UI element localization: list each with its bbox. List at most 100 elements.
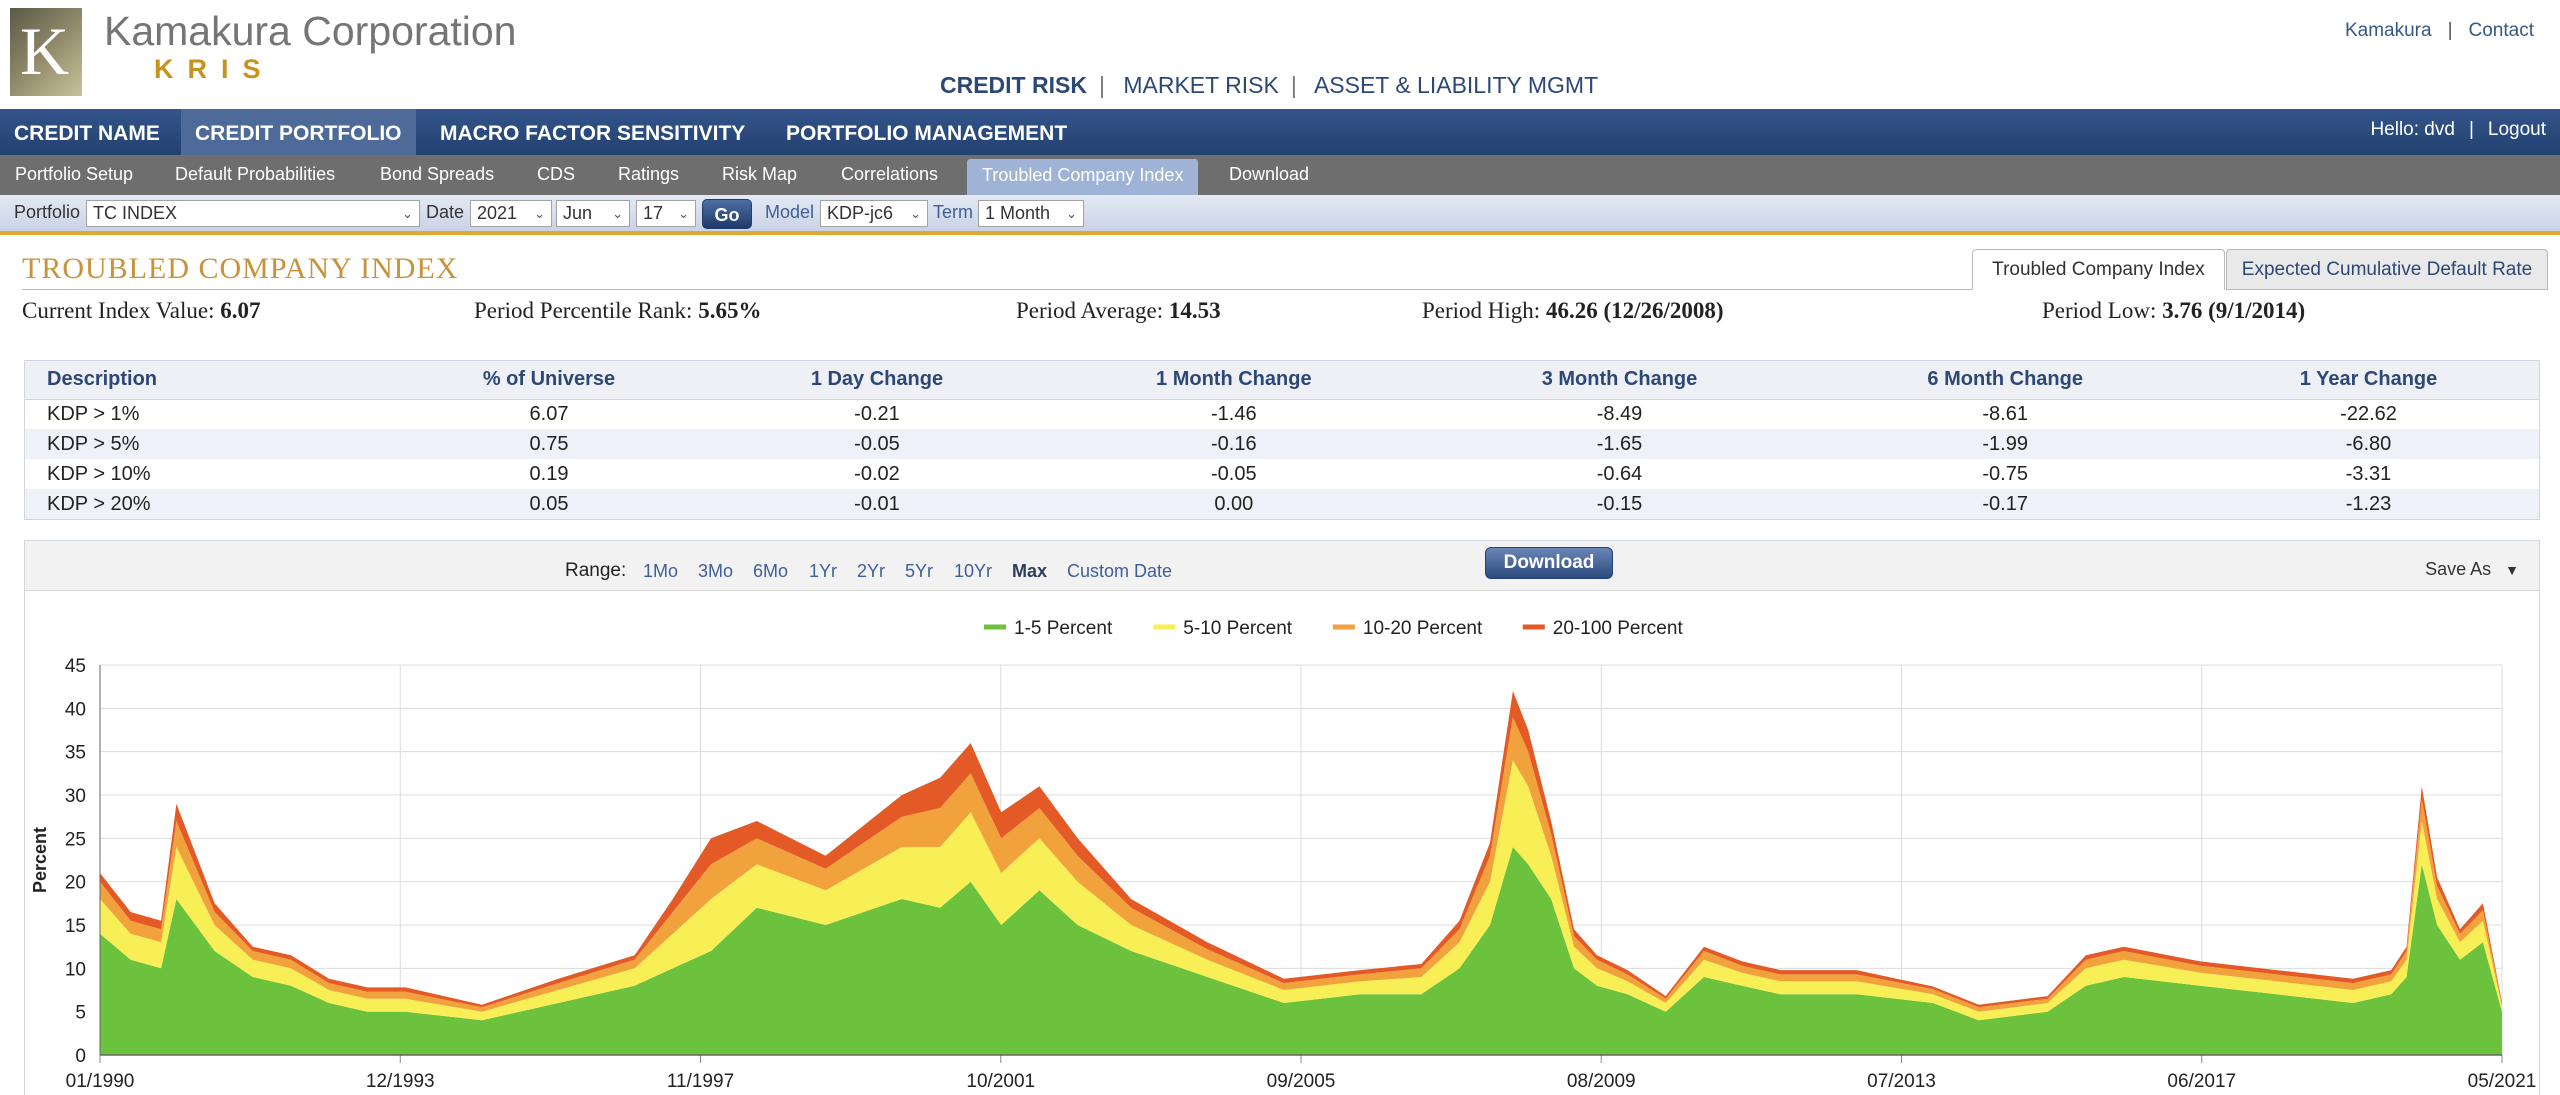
y-tick-label: 20: [65, 873, 86, 894]
go-button[interactable]: Go: [702, 199, 752, 229]
subnav-portfolio-setup[interactable]: Portfolio Setup: [15, 164, 134, 184]
table-cell: -0.02: [854, 462, 900, 485]
range-5yr[interactable]: 5Yr: [905, 561, 934, 581]
y-tick-label: 0: [75, 1046, 86, 1067]
subnav-download[interactable]: Download: [1229, 164, 1310, 184]
product-credit-risk[interactable]: CREDIT RISK: [940, 72, 1087, 98]
title-divider: [22, 289, 1972, 290]
download-button[interactable]: Download: [1485, 547, 1613, 579]
day-select[interactable]: 17 ⌄: [636, 200, 696, 227]
range-2yr[interactable]: 2Yr: [857, 561, 886, 581]
x-tick-label: 07/2013: [1867, 1071, 1936, 1092]
col-6month-change: 6 Month Change: [1812, 361, 2199, 400]
main-nav-macro-factor-sensitivity[interactable]: MACRO FACTOR SENSITIVITY: [440, 122, 746, 145]
y-axis-label: Percent: [30, 827, 50, 893]
table-row: KDP > 10% 0.19 -0.02 -0.05 -0.64 -0.75 -…: [25, 459, 2539, 489]
legend-label: 20-100 Percent: [1553, 618, 1684, 639]
logout-link[interactable]: Logout: [2487, 119, 2546, 140]
sub-nav: Portfolio Setup Default Probabilities Bo…: [0, 155, 2560, 195]
chevron-down-icon: ⌄: [1066, 206, 1077, 221]
y-tick-label: 30: [65, 786, 86, 807]
x-tick-label: 11/1997: [667, 1071, 734, 1092]
model-label: Model: [765, 202, 815, 222]
table-row: KDP > 5% 0.75 -0.05 -0.16 -1.65 -1.99 -6…: [25, 429, 2539, 459]
range-1mo[interactable]: 1Mo: [643, 561, 679, 581]
x-tick-label: 06/2017: [2167, 1071, 2236, 1092]
save-as-menu[interactable]: Save As ▼: [2425, 559, 2519, 579]
col-1month-change: 1 Month Change: [1040, 361, 1427, 400]
chevron-down-icon: ⌄: [534, 206, 545, 221]
main-nav-credit-name[interactable]: CREDIT NAME: [14, 122, 160, 145]
table-cell: -22.62: [2340, 402, 2397, 425]
top-links: Kamakura | Contact: [2344, 20, 2534, 41]
chevron-down-icon: ⌄: [612, 206, 623, 221]
stat-current-index-value: Current Index Value: 6.07: [22, 298, 261, 323]
chevron-down-icon: ⌄: [910, 206, 921, 221]
month-select[interactable]: Jun ⌄: [556, 200, 630, 227]
range-1yr[interactable]: 1Yr: [809, 561, 838, 581]
table-cell: -1.46: [1210, 402, 1257, 425]
subnav-default-probabilities[interactable]: Default Probabilities: [175, 164, 336, 184]
range-10yr[interactable]: 10Yr: [954, 561, 993, 581]
table-cell: -1.65: [1426, 429, 1813, 459]
table-cell: KDP > 10%: [47, 462, 151, 485]
chart-panel: Range: 1Mo 3Mo 6Mo 1Yr 2Yr 5Yr 10Yr Max …: [24, 540, 2540, 1095]
legend-label: 10-20 Percent: [1363, 618, 1483, 639]
subnav-troubled-company-index[interactable]: Troubled Company Index: [967, 159, 1199, 195]
subnav-ratings[interactable]: Ratings: [618, 164, 680, 184]
main-nav-portfolio-management[interactable]: PORTFOLIO MANAGEMENT: [786, 122, 1068, 145]
term-select[interactable]: 1 Month ⌄: [978, 200, 1084, 227]
user-greeting: Hello: dvd: [2370, 119, 2455, 140]
subnav-bond-spreads[interactable]: Bond Spreads: [380, 164, 495, 184]
x-tick-label: 05/2021: [2468, 1071, 2537, 1092]
col-1day-change: 1 Day Change: [712, 361, 1041, 400]
series-area-1: [100, 847, 2502, 1055]
y-tick-label: 45: [65, 656, 86, 677]
subnav-correlations[interactable]: Correlations: [841, 164, 939, 184]
subnav-risk-map[interactable]: Risk Map: [722, 164, 798, 184]
y-tick-label: 25: [65, 829, 86, 850]
range-max[interactable]: Max: [1012, 561, 1048, 581]
col-description: Description: [25, 361, 385, 400]
main-nav-credit-portfolio[interactable]: CREDIT PORTFOLIO: [181, 109, 416, 155]
contact-link[interactable]: Contact: [2468, 20, 2534, 41]
subnav-cds[interactable]: CDS: [537, 164, 576, 184]
portfolio-select[interactable]: TC INDEX ⌄: [86, 200, 420, 227]
caret-down-icon: ▼: [2505, 562, 2519, 578]
chevron-down-icon: ⌄: [402, 206, 413, 221]
table-header-row: Description % of Universe 1 Day Change 1…: [25, 361, 2539, 400]
stat-period-low: Period Low: 3.76 (9/1/2014): [2042, 298, 2306, 323]
table-cell: -0.64: [1596, 462, 1643, 485]
kamakura-link[interactable]: Kamakura: [2344, 20, 2432, 41]
product-alm[interactable]: ASSET & LIABILITY MGMT: [1313, 72, 1599, 98]
range-label: Range:: [565, 560, 627, 581]
legend-label: 1-5 Percent: [1014, 618, 1113, 639]
change-table: Description % of Universe 1 Day Change 1…: [24, 360, 2540, 520]
range-3mo[interactable]: 3Mo: [698, 561, 734, 581]
table-cell: -0.05: [1210, 462, 1257, 485]
x-tick-label: 12/1993: [366, 1071, 435, 1092]
y-tick-label: 35: [65, 743, 86, 764]
x-tick-label: 09/2005: [1267, 1071, 1336, 1092]
model-select[interactable]: KDP-jc6 ⌄: [820, 200, 928, 227]
series-area-2: [100, 760, 2502, 1021]
col-1year-change: 1 Year Change: [2198, 361, 2539, 400]
y-tick-label: 10: [65, 959, 86, 980]
table-cell: -0.05: [712, 429, 1041, 459]
page-title: TROUBLED COMPANY INDEX: [22, 252, 459, 285]
table-cell: KDP > 20%: [25, 489, 385, 519]
term-label: Term: [933, 202, 973, 222]
main-nav: CREDIT NAME CREDIT PORTFOLIO MACRO FACTO…: [0, 109, 2560, 155]
col-pct-universe: % of Universe: [385, 361, 713, 400]
year-select[interactable]: 2021 ⌄: [470, 200, 552, 227]
table-cell: -1.23: [2198, 489, 2539, 519]
range-custom-date[interactable]: Custom Date: [1067, 561, 1173, 581]
product-market-risk[interactable]: MARKET RISK: [1123, 72, 1279, 98]
tab-expected-cumulative-default-rate[interactable]: Expected Cumulative Default Rate: [2226, 249, 2548, 290]
range-6mo[interactable]: 6Mo: [753, 561, 789, 581]
chart-toolbar: Range: 1Mo 3Mo 6Mo 1Yr 2Yr 5Yr 10Yr Max …: [25, 541, 2539, 591]
table-row: KDP > 20% 0.05 -0.01 0.00 -0.15 -0.17 -1…: [25, 489, 2539, 519]
table-cell: -0.15: [1426, 489, 1813, 519]
tab-troubled-company-index[interactable]: Troubled Company Index: [1972, 249, 2225, 290]
